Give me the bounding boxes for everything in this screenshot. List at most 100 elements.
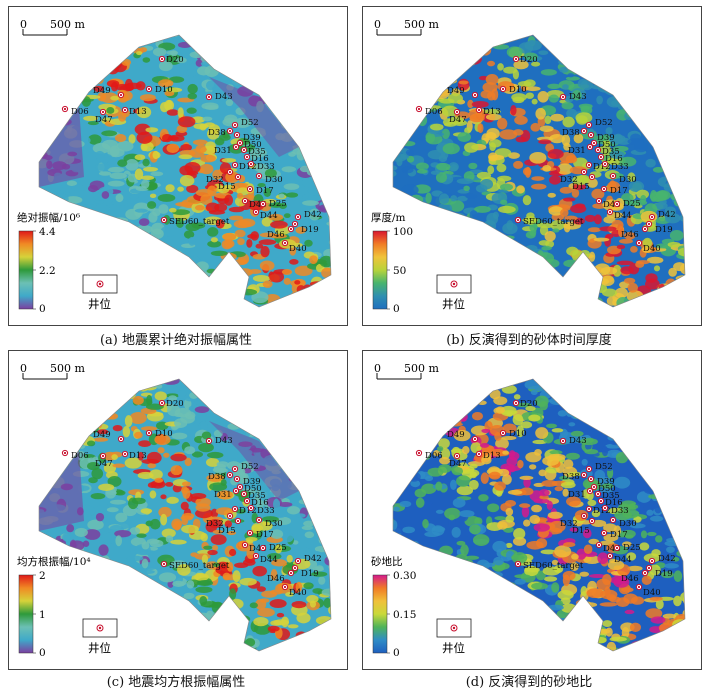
svg-text:D47: D47 — [449, 459, 467, 469]
well-d17: D17 — [246, 185, 274, 196]
well-d47: D47 — [95, 108, 113, 125]
svg-text:D38: D38 — [208, 472, 226, 482]
svg-text:D15: D15 — [218, 182, 236, 192]
legend-label: 井位 — [442, 641, 465, 655]
svg-text:SED60_target: SED60_target — [523, 217, 584, 227]
well-d43: D43 — [205, 92, 233, 102]
colorbar-tick: 0 — [39, 303, 46, 315]
svg-text:D35: D35 — [602, 147, 620, 157]
well-d25: D25 — [613, 199, 641, 209]
svg-text:D30: D30 — [619, 519, 637, 529]
svg-text:D20: D20 — [520, 55, 538, 65]
well-legend: 井位 — [82, 274, 118, 311]
svg-text:D12: D12 — [593, 162, 611, 172]
well-d42: D42 — [648, 210, 676, 221]
svg-text:D35: D35 — [602, 491, 620, 501]
scale-bar: 0 500 m — [20, 362, 85, 380]
well-sed60-target: SED60_target — [160, 560, 230, 571]
well-legend: 井位 — [82, 618, 118, 655]
legend-label: 井位 — [88, 297, 111, 311]
svg-text:D39: D39 — [243, 477, 261, 487]
colorbar-tick: 100 — [393, 226, 413, 238]
colorbar-tick: 2 — [39, 570, 46, 582]
map-svg-c: 0 500 m 均方根振幅/10⁴ 2 1 0 井位 D20 D10 D49 D13 D47 D06 D4… — [17, 362, 332, 659]
well-d10: D10 — [145, 429, 173, 439]
well-d40: D40 — [281, 583, 307, 598]
well-d35: D35 — [240, 146, 266, 157]
svg-text:D38: D38 — [562, 472, 580, 482]
well-d50: D50 — [590, 483, 616, 494]
well-d49: D49 — [93, 430, 125, 443]
scale-bar: 0 500 m — [374, 18, 439, 36]
well-d20: D20 — [512, 399, 538, 409]
well-d52: D52 — [585, 118, 613, 129]
well-d50: D50 — [590, 139, 616, 150]
scale-distance-label: 500 m — [50, 362, 85, 375]
well-d19: D19 — [291, 564, 319, 579]
svg-text:D06: D06 — [71, 451, 89, 461]
well-d31: D31 — [568, 487, 594, 500]
well-d50: D50 — [236, 139, 262, 150]
well-legend: 井位 — [436, 618, 472, 655]
svg-text:D46: D46 — [621, 574, 639, 584]
svg-text:D52: D52 — [595, 118, 613, 128]
well-d38: D38 — [208, 127, 234, 138]
svg-text:D45: D45 — [249, 200, 267, 210]
svg-text:D12: D12 — [239, 506, 257, 516]
well-sed60-target: SED60_target — [514, 560, 584, 571]
svg-text:D16: D16 — [251, 498, 269, 508]
svg-text:D32: D32 — [206, 519, 224, 529]
well-d30: D30 — [609, 172, 637, 185]
scale-bar: 0 500 m — [20, 18, 85, 36]
svg-text:D44: D44 — [260, 555, 278, 565]
svg-text:D39: D39 — [597, 133, 615, 143]
svg-text:D13: D13 — [483, 451, 501, 461]
scale-distance-label: 500 m — [404, 362, 439, 375]
well-sed60-target: SED60_target — [160, 216, 230, 227]
svg-text:D43: D43 — [215, 436, 233, 446]
well-d39: D39 — [233, 475, 261, 487]
svg-text:D17: D17 — [256, 530, 274, 540]
colorbar-tick: 0 — [393, 303, 400, 315]
well-d20: D20 — [512, 55, 538, 65]
map-panel-a: 0 500 m 绝对振幅/10⁶ 4.4 2.2 0 井位 D20 D10 D49 D13 D47 D0… — [8, 6, 348, 326]
colorbar-tick: 0 — [393, 647, 400, 659]
svg-text:D35: D35 — [248, 147, 266, 157]
well-d17: D17 — [600, 185, 628, 196]
well-d43: D43 — [559, 436, 587, 446]
svg-text:D10: D10 — [155, 429, 173, 439]
well-d49: D49 — [447, 86, 479, 99]
svg-text:D25: D25 — [623, 199, 641, 209]
svg-text:D42: D42 — [304, 554, 322, 564]
well-d38: D38 — [562, 127, 588, 138]
well-d15: D15 — [572, 173, 596, 192]
well-d13: D13 — [475, 106, 501, 117]
svg-text:D47: D47 — [95, 115, 113, 125]
svg-text:D38: D38 — [562, 128, 580, 138]
well-d15: D15 — [572, 517, 596, 536]
scale-zero-label: 0 — [20, 18, 27, 31]
svg-text:D20: D20 — [520, 399, 538, 409]
well-d47: D47 — [449, 452, 467, 469]
svg-text:D39: D39 — [597, 477, 615, 487]
well-d12: D12 — [585, 161, 611, 172]
svg-text:D42: D42 — [658, 210, 676, 220]
svg-text:D44: D44 — [260, 211, 278, 221]
well-d16: D16 — [243, 497, 269, 508]
colorbar-tick: 4.4 — [39, 226, 56, 238]
svg-text:D46: D46 — [267, 574, 285, 584]
colorbar — [372, 574, 388, 654]
svg-text:D30: D30 — [265, 519, 283, 529]
well-d16: D16 — [597, 497, 623, 508]
caption-a: (a) 地震累计绝对振幅属性 — [99, 333, 253, 348]
svg-text:D19: D19 — [655, 569, 673, 579]
well-d38: D38 — [208, 471, 234, 482]
well-d46: D46 — [267, 225, 295, 240]
svg-text:D32: D32 — [560, 175, 578, 185]
svg-text:D17: D17 — [610, 530, 628, 540]
well-d52: D52 — [231, 462, 259, 473]
well-d40: D40 — [635, 583, 661, 598]
svg-text:D44: D44 — [614, 211, 632, 221]
well-d45: D45 — [241, 541, 267, 554]
well-d13: D13 — [475, 450, 501, 461]
